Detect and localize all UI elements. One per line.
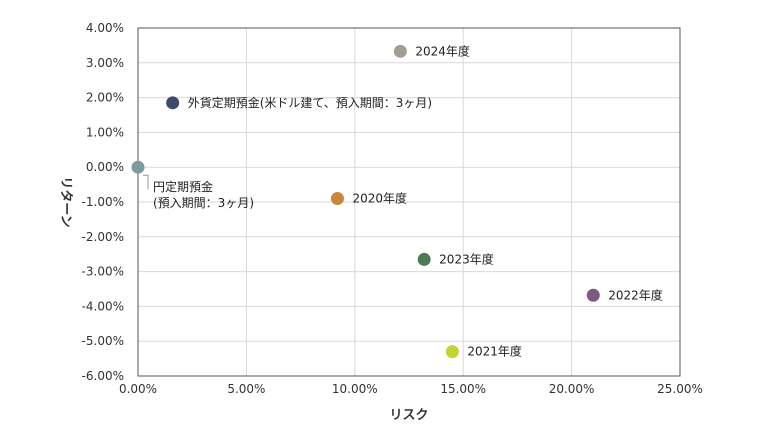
data-point bbox=[330, 192, 344, 206]
data-point-group: 2022年度 bbox=[586, 287, 663, 302]
data-point bbox=[131, 160, 145, 174]
y-tick-label: -4.00% bbox=[82, 299, 124, 313]
x-tick-label: 15.00% bbox=[440, 382, 486, 396]
plot-frame bbox=[137, 27, 681, 377]
y-tick-label: -1.00% bbox=[82, 195, 124, 209]
y-axis-ticks: 4.00% 3.00% 2.00% 1.00% 0.00% -1.00% -2.00% -3.… bbox=[82, 21, 124, 383]
data-point-label: 2023年度 bbox=[439, 251, 494, 266]
y-tick-label: -3.00% bbox=[82, 265, 124, 279]
data-point-group: 外貨定期預金(米ドル建て、預入期間：3ヶ月) bbox=[166, 95, 432, 110]
data-point-label: 2024年度 bbox=[415, 43, 470, 58]
data-point-label: 円定期預金(預入期間：3ヶ月) bbox=[153, 179, 254, 210]
x-axis-title: リスク bbox=[389, 408, 428, 423]
x-tick-label: 20.00% bbox=[549, 382, 595, 396]
x-tick-label: 25.00% bbox=[657, 382, 703, 396]
data-point-group: 2024年度 bbox=[393, 43, 470, 58]
data-point bbox=[586, 288, 600, 302]
y-tick-label: 3.00% bbox=[86, 56, 124, 70]
data-point-group: 2020年度 bbox=[330, 191, 407, 206]
data-point-group: 2023年度 bbox=[417, 251, 494, 266]
data-point bbox=[166, 96, 180, 110]
data-point-label: 2020年度 bbox=[352, 191, 407, 206]
y-tick-label: 0.00% bbox=[86, 160, 124, 174]
data-point bbox=[417, 252, 431, 266]
label-leader-line bbox=[143, 174, 149, 190]
x-tick-label: 10.00% bbox=[332, 382, 378, 396]
data-point-label: 2022年度 bbox=[608, 287, 663, 302]
data-point-label: 2021年度 bbox=[467, 344, 522, 359]
data-point-group: 2021年度 bbox=[445, 344, 522, 359]
y-tick-label: 1.00% bbox=[86, 125, 124, 139]
y-tick-label: 4.00% bbox=[86, 21, 124, 35]
y-tick-label: -2.00% bbox=[82, 230, 124, 244]
data-point bbox=[393, 44, 407, 58]
data-point-label: 外貨定期預金(米ドル建て、預入期間：3ヶ月) bbox=[188, 95, 432, 110]
x-tick-label: 0.00% bbox=[119, 382, 157, 396]
y-tick-label: -6.00% bbox=[82, 369, 124, 383]
y-axis-title: リターン bbox=[58, 176, 73, 227]
x-tick-label: 5.00% bbox=[227, 382, 265, 396]
y-tick-label: 2.00% bbox=[86, 91, 124, 105]
x-axis-ticks: 0.00% 5.00% 10.00% 15.00% 20.00% 25.00% bbox=[119, 382, 703, 396]
y-tick-label: -5.00% bbox=[82, 334, 124, 348]
data-point-group: 円定期預金(預入期間：3ヶ月) bbox=[131, 160, 254, 210]
data-point bbox=[445, 345, 459, 359]
